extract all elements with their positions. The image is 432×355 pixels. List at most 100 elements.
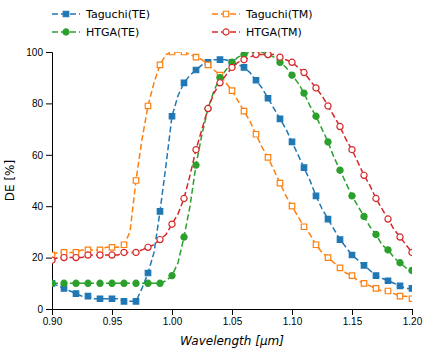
point-marker xyxy=(133,249,139,255)
point-marker xyxy=(289,72,295,78)
point-marker xyxy=(181,234,187,240)
point-marker xyxy=(265,96,270,101)
y-tick: 40 xyxy=(32,201,52,212)
point-marker xyxy=(373,195,379,201)
point-marker xyxy=(52,257,55,263)
marks xyxy=(52,52,412,304)
point-marker xyxy=(193,147,199,153)
point-marker xyxy=(337,237,342,242)
point-marker xyxy=(217,80,223,86)
y-tick-label: 80 xyxy=(32,98,44,109)
legend-label: Taguchi(TM) xyxy=(245,8,312,21)
legend-label: Taguchi(TE) xyxy=(85,8,150,21)
x-tick-label: 0.90 xyxy=(43,316,63,327)
y-tick: 60 xyxy=(32,150,52,161)
y-axis-title: DE [%] xyxy=(3,160,17,201)
point-marker xyxy=(97,280,103,286)
legend: Taguchi(TE) Taguchi(TM) HTGA(TE) HTGA(TM) xyxy=(52,8,312,39)
point-marker xyxy=(73,291,78,296)
series-line xyxy=(52,55,412,261)
y-tick-label: 20 xyxy=(32,252,44,263)
point-marker xyxy=(409,286,412,291)
point-marker xyxy=(169,114,174,119)
legend-marker xyxy=(63,29,69,35)
point-marker xyxy=(337,123,343,129)
point-marker xyxy=(277,116,282,121)
point-marker xyxy=(121,249,127,255)
point-marker xyxy=(361,172,367,178)
point-marker xyxy=(205,105,211,111)
point-marker xyxy=(157,62,162,67)
y-tick-mark xyxy=(46,309,52,310)
point-marker xyxy=(85,252,91,258)
point-marker xyxy=(181,80,186,85)
y-tick-label: 100 xyxy=(26,47,43,58)
point-marker xyxy=(241,108,246,113)
point-marker xyxy=(409,249,412,255)
point-marker xyxy=(409,267,412,273)
point-marker xyxy=(385,278,390,283)
point-marker xyxy=(193,54,198,59)
point-marker xyxy=(385,216,391,222)
point-marker xyxy=(397,260,403,266)
point-marker xyxy=(313,193,318,198)
point-marker xyxy=(253,132,258,137)
point-marker xyxy=(301,69,307,75)
point-marker xyxy=(157,280,163,286)
point-marker xyxy=(121,299,126,304)
point-marker xyxy=(145,244,151,250)
x-axis: 0.900.951.001.051.101.151.20 xyxy=(43,309,423,327)
point-marker xyxy=(349,252,354,257)
y-tick-mark xyxy=(46,155,52,156)
series-line xyxy=(52,60,412,302)
point-marker xyxy=(277,180,282,185)
legend-item: Taguchi(TE) xyxy=(52,8,150,21)
point-marker xyxy=(145,103,150,108)
point-marker xyxy=(409,296,412,301)
point-marker xyxy=(52,281,55,286)
point-marker xyxy=(229,88,234,93)
point-marker xyxy=(157,209,162,214)
y-axis-line xyxy=(46,53,53,310)
x-tick: 1.20 xyxy=(403,309,423,327)
point-marker xyxy=(289,139,294,144)
point-marker xyxy=(133,280,139,286)
point-marker xyxy=(109,280,115,286)
point-marker xyxy=(349,193,355,199)
point-marker xyxy=(313,242,318,247)
point-marker xyxy=(85,280,91,286)
point-marker xyxy=(157,237,163,243)
x-tick: 1.10 xyxy=(283,309,303,327)
point-marker xyxy=(109,245,114,250)
point-marker xyxy=(205,62,210,67)
point-marker xyxy=(133,299,138,304)
point-marker xyxy=(109,252,115,258)
point-marker xyxy=(169,273,175,279)
x-tick: 1.05 xyxy=(223,309,243,327)
point-marker xyxy=(301,165,306,170)
point-marker xyxy=(121,242,126,247)
point-marker xyxy=(325,255,330,260)
legend-item: Taguchi(TM) xyxy=(212,8,312,21)
series-line xyxy=(52,52,412,283)
y-tick-label: 60 xyxy=(32,150,44,161)
point-marker xyxy=(301,224,306,229)
legend-label: HTGA(TM) xyxy=(246,26,302,39)
point-marker xyxy=(253,78,258,83)
point-marker xyxy=(397,283,402,288)
legend-label: HTGA(TE) xyxy=(86,26,139,39)
point-marker xyxy=(373,273,378,278)
point-marker xyxy=(145,280,151,286)
point-marker xyxy=(385,288,390,293)
legend-marker xyxy=(223,11,228,16)
x-tick-mark xyxy=(172,309,173,315)
point-marker xyxy=(373,231,379,237)
y-axis: 020406080100 xyxy=(26,47,52,315)
x-axis-title: Wavelength [μm] xyxy=(180,334,284,348)
point-marker xyxy=(85,293,90,298)
point-marker xyxy=(349,147,355,153)
point-marker xyxy=(73,280,79,286)
point-marker xyxy=(169,52,174,55)
x-tick-mark xyxy=(112,309,113,315)
point-marker xyxy=(337,265,342,270)
